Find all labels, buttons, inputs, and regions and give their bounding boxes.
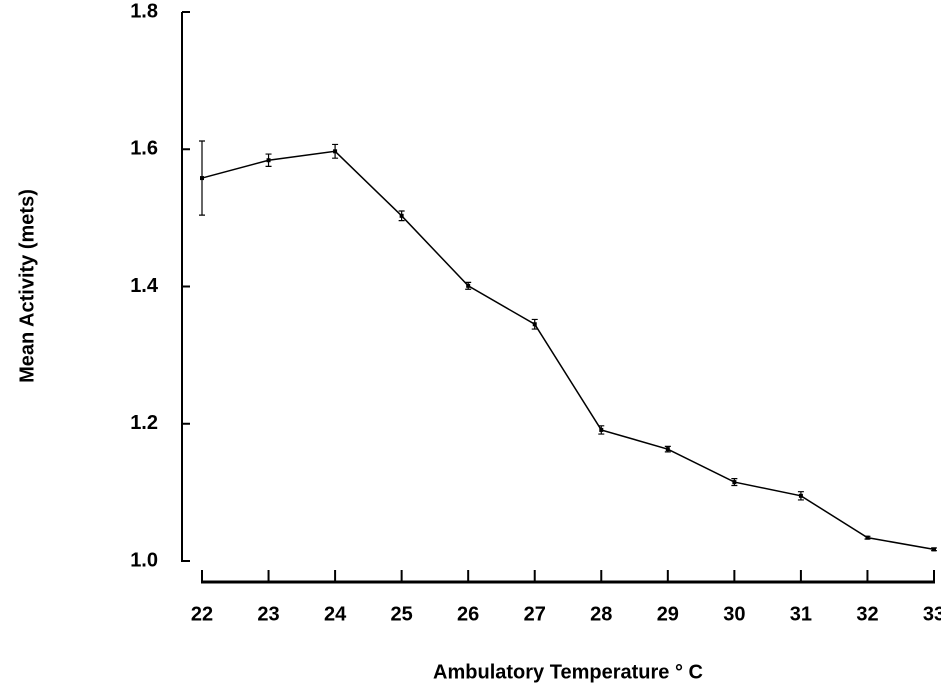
data-point [865,535,870,540]
data-point [798,493,803,498]
data-point [399,213,404,218]
data-point [466,283,471,288]
y-tick-label: 1.6 [130,138,158,160]
x-tick-label: 31 [790,603,812,625]
x-tick-label: 30 [723,603,745,625]
y-tick-label: 1.2 [130,412,158,434]
x-tick-label: 25 [391,603,413,625]
x-tick-label: 33 [923,603,941,625]
x-tick-label: 26 [457,603,479,625]
x-tick-label: 29 [657,603,679,625]
data-point [599,427,604,432]
data-point [665,447,670,452]
x-tick-label: 32 [856,603,878,625]
y-tick-label: 1.4 [130,275,159,297]
data-point [732,480,737,485]
data-point [532,322,537,327]
x-tick-label: 27 [524,603,546,625]
x-tick-label: 28 [590,603,612,625]
data-point [932,547,936,552]
y-tick-label: 1.0 [130,549,158,571]
x-axis-title: Ambulatory Temperature ° C [433,661,703,683]
data-point [266,158,271,163]
y-tick-label: 1.8 [130,0,158,22]
data-point [200,176,204,181]
x-tick-label: 23 [257,603,279,625]
data-point [333,149,338,154]
data-line [201,150,935,551]
x-tick-label: 22 [191,603,213,625]
y-axis-title: Mean Activity (mets) [16,189,38,383]
x-tick-label: 24 [324,603,347,625]
